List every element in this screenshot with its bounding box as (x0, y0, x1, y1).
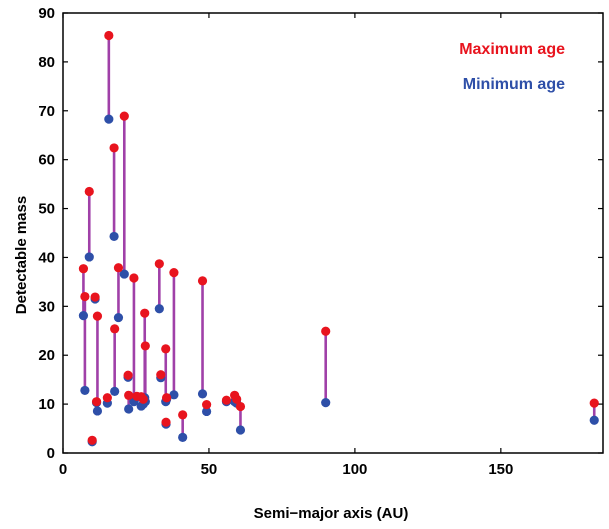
minimum-age-point (197, 389, 208, 399)
maximum-age-point (113, 263, 124, 273)
maximum-age-point (235, 401, 246, 412)
maximum-age-point (78, 264, 89, 274)
y-tick-label: 60 (38, 152, 55, 169)
minimum-age-point (84, 252, 94, 262)
minimum-age-point (113, 312, 124, 323)
minimum-age-point (104, 114, 114, 124)
maximum-age-point (129, 273, 139, 283)
maximum-age-point (87, 435, 97, 445)
minimum-age-point (154, 304, 164, 314)
plot-border (62, 12, 604, 454)
y-tick-label: 80 (38, 54, 55, 71)
minimum-age-point (119, 269, 129, 279)
minimum-age-point (110, 386, 120, 396)
maximum-age-point (80, 291, 90, 302)
minimum-age-point (202, 406, 212, 417)
maximum-age-point (140, 308, 150, 318)
maximum-age-point (102, 393, 112, 403)
x-tick-label: 50 (201, 461, 218, 478)
minimum-age-series (78, 114, 599, 447)
maximum-age-point (178, 410, 188, 420)
y-tick-label: 40 (38, 249, 55, 266)
minimum-age-point (80, 385, 90, 396)
maximum-age-point (169, 268, 179, 278)
maximum-age-point (202, 400, 212, 410)
x-tick-label: 100 (342, 461, 367, 478)
maximum-age-point (156, 370, 166, 380)
maximum-age-point (162, 393, 172, 403)
y-tick-label: 30 (38, 298, 55, 315)
minimum-age-point (92, 406, 103, 416)
minimum-age-point (178, 432, 188, 442)
maximum-age-point (119, 111, 129, 121)
maximum-age-point (154, 259, 164, 269)
minimum-age-point (124, 404, 134, 414)
minimum-age-point (235, 425, 246, 435)
minimum-age-point (78, 311, 89, 321)
y-axis: 0 10 20 30 40 50 60 70 80 90 (38, 5, 603, 462)
y-tick-label: 10 (38, 396, 55, 413)
x-tick-label: 150 (488, 461, 513, 478)
maximum-age-point (221, 395, 232, 405)
maximum-age-point (123, 370, 133, 380)
maximum-age-series (78, 30, 599, 445)
maximum-age-point (91, 397, 102, 407)
minimum-age-point (169, 390, 179, 400)
y-axis-title: Detectable mass (13, 196, 30, 314)
minimum-age-point (109, 231, 119, 242)
y-tick-label: 20 (38, 347, 55, 364)
x-axis: 0 50 100 150 (59, 13, 513, 478)
minimum-age-point (589, 415, 599, 425)
y-tick-label: 0 (47, 445, 55, 462)
maximum-age-point (109, 143, 119, 153)
maximum-age-point (161, 417, 171, 427)
y-tick-label: 50 (38, 201, 55, 218)
maximum-age-point (124, 390, 134, 400)
x-tick-label: 0 (59, 461, 67, 478)
x-axis-title: Semi−major axis (AU) (254, 505, 409, 522)
maximum-age-point (161, 344, 171, 354)
maximum-age-point (92, 311, 103, 321)
maximum-age-point (90, 292, 100, 302)
maximum-age-point (138, 394, 148, 404)
plot-area (62, 12, 604, 454)
maximum-age-point (84, 186, 94, 197)
legend-entry-minimum-age: Minimum age (463, 76, 565, 93)
maximum-age-point (589, 398, 599, 408)
maximum-age-point (104, 30, 114, 41)
minimum-age-point (321, 398, 331, 408)
maximum-age-point (140, 341, 150, 351)
legend-entry-maximum-age: Maximum age (459, 41, 565, 58)
y-tick-label: 70 (38, 103, 55, 120)
maximum-age-point (197, 276, 208, 286)
maximum-age-point (321, 326, 331, 336)
maximum-age-point (232, 394, 242, 404)
legend: Maximum age Minimum age (459, 41, 565, 93)
y-tick-label: 90 (38, 5, 55, 22)
maximum-age-point (110, 324, 120, 334)
